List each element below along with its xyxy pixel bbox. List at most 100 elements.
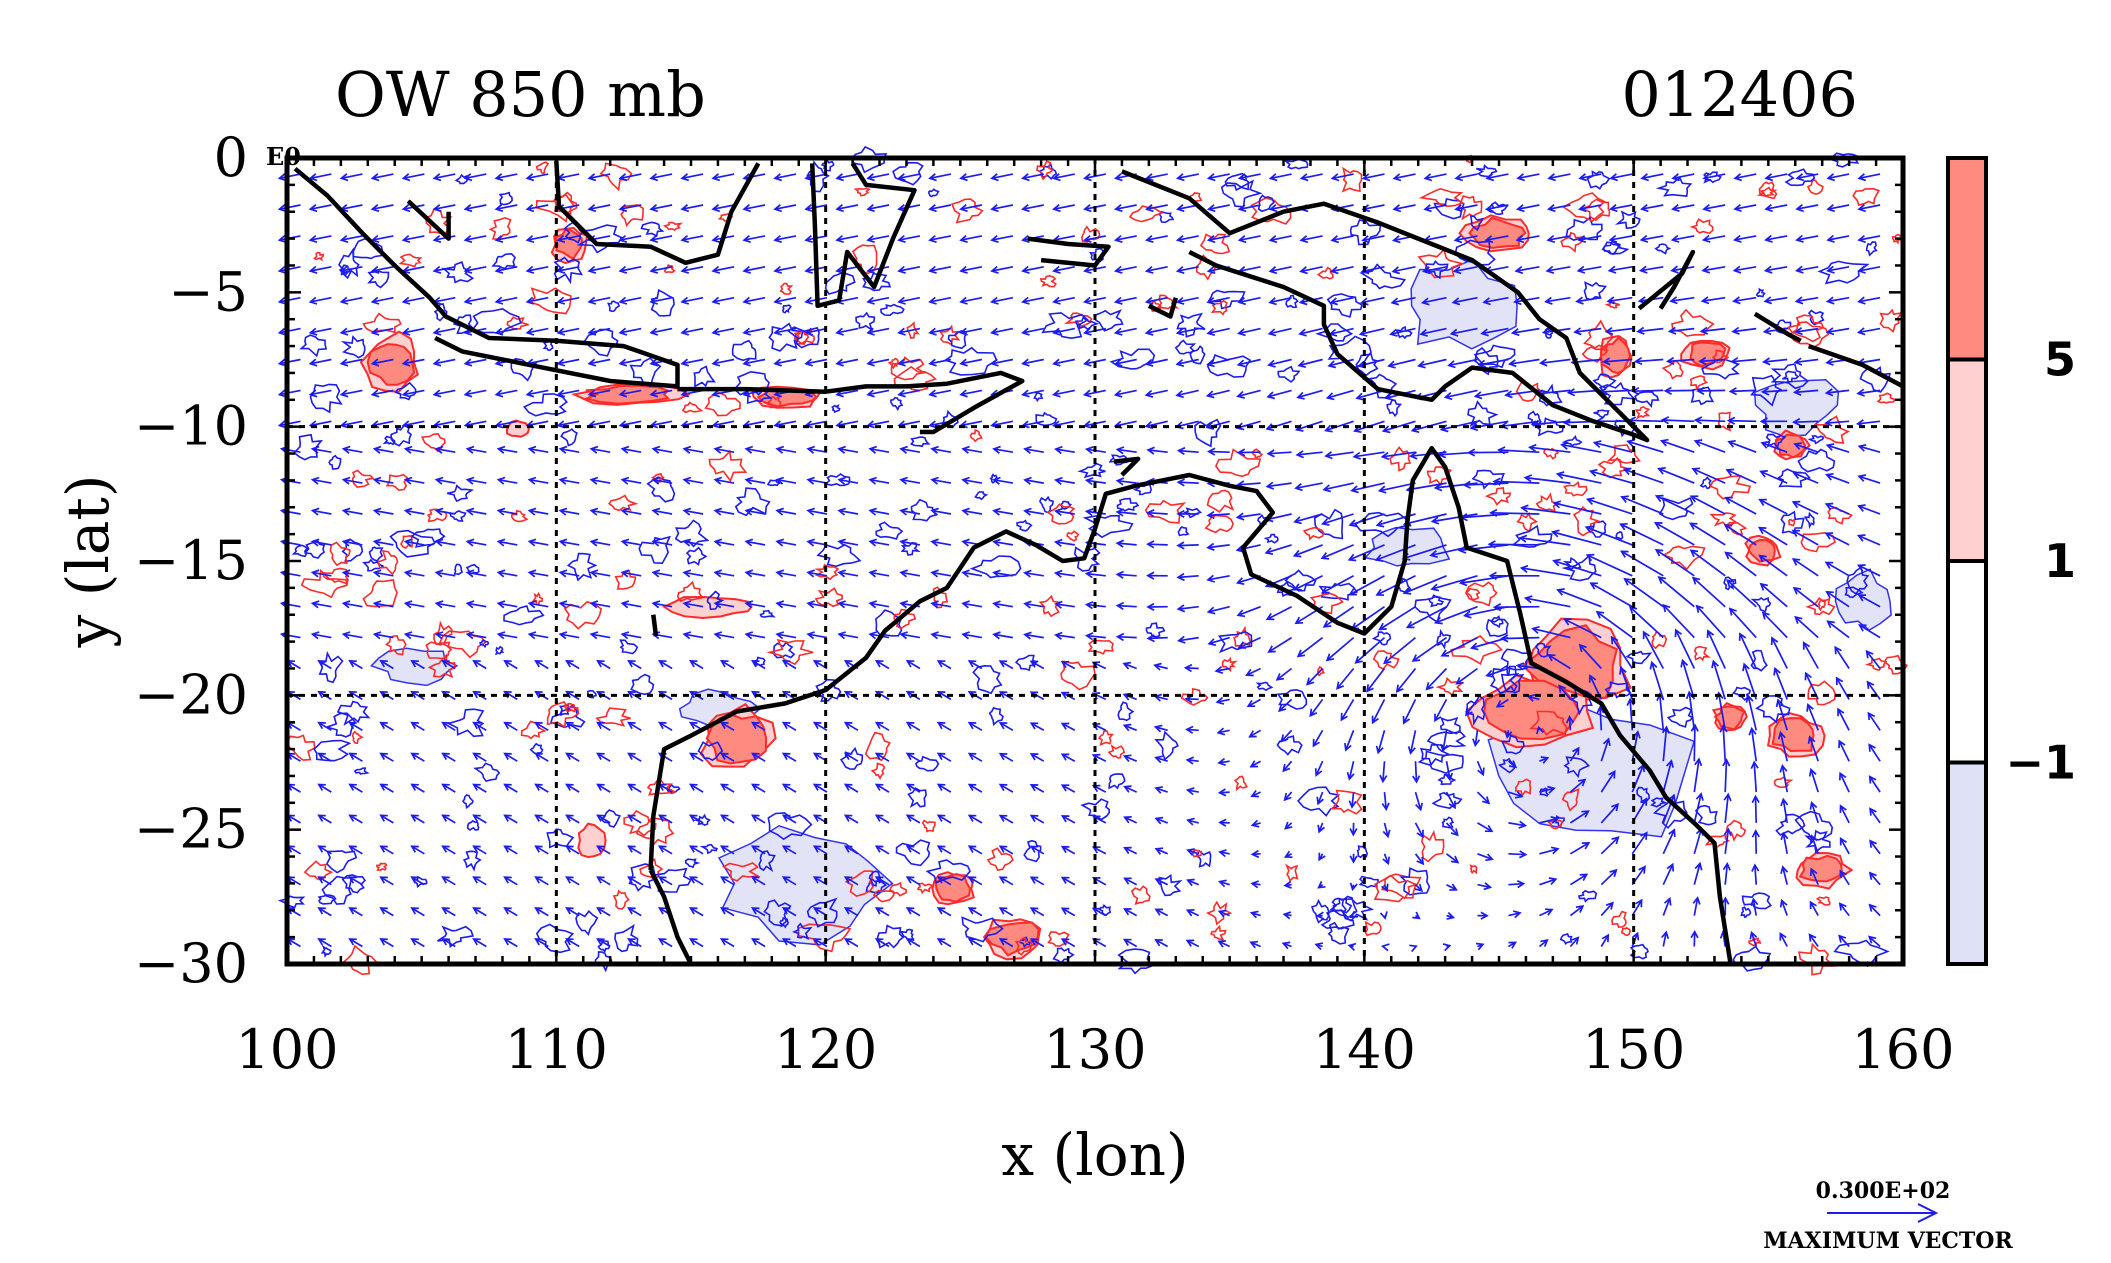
- wind-vector-head: [1834, 645, 1842, 655]
- wind-vector: [1793, 472, 1819, 484]
- wind-vector: [591, 447, 611, 454]
- wind-vector-head: [589, 507, 599, 516]
- wind-vector: [372, 296, 394, 303]
- wind-vector: [1734, 235, 1757, 241]
- negative-contour: [1770, 363, 1810, 390]
- wind-vector-head: [1520, 504, 1529, 513]
- wind-vector-head: [1144, 265, 1154, 274]
- wind-vector-head: [558, 507, 568, 516]
- wind-vector: [1655, 522, 1695, 546]
- wind-vector-head: [379, 814, 388, 822]
- wind-vector-head: [1608, 234, 1618, 243]
- negative-contour: [1723, 576, 1737, 591]
- wind-vector: [1621, 550, 1664, 577]
- wind-vector: [712, 420, 735, 427]
- wind-vector: [405, 571, 425, 577]
- wind-vector-head: [1485, 204, 1494, 213]
- wind-vector-head: [1665, 759, 1674, 768]
- wind-vector: [279, 265, 301, 272]
- wind-vector-head: [1084, 508, 1094, 517]
- wind-vector-head: [1123, 877, 1132, 885]
- wind-vector-head: [618, 234, 628, 244]
- wind-vector: [341, 265, 363, 272]
- wind-vector-head: [1324, 424, 1333, 433]
- wind-vector-head: [651, 600, 661, 609]
- wind-vector: [1517, 204, 1540, 211]
- wind-vector-head: [1091, 692, 1101, 700]
- wind-vector: [1146, 265, 1168, 272]
- wind-vector: [442, 783, 456, 793]
- wind-vector: [1117, 448, 1137, 454]
- wind-vector-head: [1608, 204, 1618, 213]
- wind-vector-head: [773, 204, 782, 213]
- wind-vector: [467, 509, 487, 515]
- wind-vector-head: [1175, 204, 1185, 213]
- wind-vector: [1631, 899, 1643, 917]
- wind-vector: [1743, 663, 1758, 700]
- wind-vector-head: [688, 721, 698, 730]
- wind-vector-head: [1761, 357, 1771, 366]
- wind-vector: [343, 540, 363, 546]
- negative-contour: [1174, 339, 1197, 355]
- negative-contour: [1765, 433, 1787, 449]
- wind-vector-head: [1657, 467, 1666, 475]
- wind-vector: [434, 265, 456, 272]
- wind-vector: [1642, 631, 1665, 669]
- wind-vector: [1579, 173, 1602, 180]
- wind-vector: [900, 478, 921, 484]
- negative-contour: [1263, 533, 1279, 544]
- negative-contour: [1355, 353, 1379, 377]
- wind-vector-head: [596, 814, 605, 822]
- wind-vector: [558, 235, 580, 241]
- wind-vector-head: [1856, 388, 1865, 397]
- wind-vector: [1321, 544, 1354, 559]
- wind-vector-head: [1379, 774, 1388, 784]
- wind-vector: [1600, 389, 1633, 393]
- wind-vector: [589, 327, 611, 334]
- wind-vector: [681, 265, 704, 272]
- negative-contour: [1176, 312, 1206, 338]
- wind-vector: [1662, 727, 1668, 762]
- wind-vector-head: [1444, 772, 1454, 782]
- wind-vector-head: [899, 476, 908, 485]
- wind-vector-head: [1726, 579, 1735, 588]
- wind-vector: [653, 509, 673, 515]
- wind-vector: [1569, 747, 1580, 762]
- wind-vector-head: [936, 721, 946, 730]
- wind-vector-head: [1552, 500, 1562, 509]
- wind-vector-head: [744, 507, 754, 516]
- wind-vector: [1539, 787, 1555, 793]
- wind-vector-head: [1638, 865, 1646, 874]
- wind-vector-head: [348, 845, 357, 853]
- wind-vector: [1280, 729, 1293, 742]
- wind-vector-head: [1770, 636, 1779, 646]
- wind-vector: [1662, 829, 1676, 855]
- positive-contour: [1066, 530, 1080, 542]
- wind-vector: [1665, 389, 1695, 392]
- positive-contour: [646, 780, 677, 796]
- wind-vector: [1547, 265, 1571, 272]
- wind-vector: [504, 783, 518, 793]
- wind-vector-head: [1412, 775, 1421, 784]
- wind-vector-head: [1824, 418, 1833, 427]
- positive-contour: [1865, 657, 1888, 672]
- wind-vector-head: [719, 938, 729, 946]
- wind-vector-head: [1450, 828, 1459, 837]
- wind-vector: [372, 358, 394, 365]
- wind-vector: [591, 540, 611, 546]
- wind-vector: [1529, 446, 1571, 454]
- wind-vector: [991, 235, 1014, 241]
- wind-vector: [1548, 204, 1571, 211]
- negative-contour: [1666, 706, 1694, 728]
- wind-vector-head: [525, 173, 535, 182]
- wind-vector-head: [781, 690, 791, 699]
- wind-vector: [1363, 173, 1385, 180]
- wind-vector-head: [688, 938, 698, 946]
- wind-vector-head: [1437, 450, 1447, 459]
- wind-vector-head: [534, 690, 543, 699]
- wind-vector-head: [998, 876, 1008, 884]
- wind-vector-head: [1082, 358, 1092, 367]
- wind-vector: [287, 660, 301, 670]
- wind-vector: [993, 478, 1014, 484]
- wind-vector: [310, 358, 332, 365]
